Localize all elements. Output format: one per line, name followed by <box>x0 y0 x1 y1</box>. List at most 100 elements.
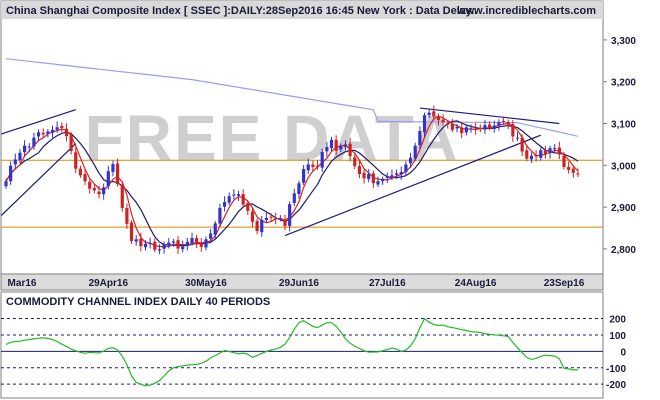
price-candle <box>260 220 264 233</box>
price-candle <box>357 166 361 175</box>
price-candle <box>9 165 13 182</box>
price-candle <box>469 128 473 130</box>
price-candle <box>129 222 134 241</box>
price-candle <box>157 249 162 251</box>
price-candle <box>162 244 166 249</box>
cci-y-tick-label: -100 <box>606 364 626 375</box>
price-candle <box>50 129 55 133</box>
price-y-tick-label: 3,200 <box>611 78 636 89</box>
price-candle <box>241 194 245 205</box>
price-candle <box>432 111 436 117</box>
price-candle <box>274 218 278 220</box>
price-candle <box>325 146 329 152</box>
price-candle <box>567 166 571 170</box>
price-candle <box>455 126 459 129</box>
price-y-tick-label: 3,100 <box>611 120 636 131</box>
price-candle <box>576 173 580 175</box>
price-candle <box>222 202 227 207</box>
price-candle <box>116 163 120 185</box>
price-candle <box>181 246 185 250</box>
price-candle <box>562 155 566 167</box>
price-candle <box>408 157 413 164</box>
price-candle <box>376 181 380 185</box>
price-candle <box>102 187 106 195</box>
price-candle <box>418 131 422 146</box>
cci-title: COMMODITY CHANNEL INDEX DAILY 40 PERIODS <box>6 296 270 308</box>
price-candle <box>320 151 324 168</box>
price-candle <box>297 183 301 194</box>
price-candle <box>306 164 310 171</box>
date-tick-label: Mar16 <box>8 278 37 289</box>
price-candle <box>497 122 501 126</box>
price-candle <box>78 168 82 176</box>
ma-fast-line <box>5 115 579 248</box>
moving-averages <box>5 58 579 248</box>
price-candle <box>427 112 431 116</box>
cci-panel-frame <box>0 291 604 399</box>
price-candle <box>339 146 343 150</box>
price-candle <box>27 146 31 148</box>
trend-line <box>419 107 560 125</box>
price-candle <box>278 218 282 220</box>
price-candle <box>209 233 213 239</box>
price-reference-lines <box>1 159 603 228</box>
price-candle <box>148 243 152 245</box>
price-y-tick-label: 3,300 <box>611 36 636 47</box>
price-candle <box>464 127 468 133</box>
price-candle <box>311 164 315 167</box>
date-tick-label: 29Apr16 <box>89 278 129 289</box>
cci-series <box>5 317 578 387</box>
price-candle <box>483 125 487 130</box>
price-candle <box>236 194 241 196</box>
price-candle <box>553 148 557 150</box>
date-tick-label: 30May16 <box>185 278 227 289</box>
cci-y-axis: 200 100 0 -100 -200 <box>606 315 626 392</box>
price-candle <box>185 241 189 246</box>
price-candle <box>348 143 352 157</box>
price-candle <box>543 150 547 155</box>
price-candle <box>488 124 492 128</box>
cci-y-tick-label: 100 <box>609 331 626 342</box>
price-candle <box>64 128 69 137</box>
price-candle <box>120 185 124 208</box>
price-candle <box>557 147 561 155</box>
price-candle <box>283 219 287 226</box>
price-candle <box>60 126 64 129</box>
date-axis: Mar16 29Apr16 30May16 29Jun16 27Jul16 24Aug16… <box>8 278 585 289</box>
price-candle <box>111 164 115 172</box>
price-candle <box>371 173 375 184</box>
price-candle <box>88 181 92 189</box>
price-candle <box>539 150 543 158</box>
price-candle <box>143 243 148 248</box>
price-candle <box>167 242 171 246</box>
price-candle <box>515 137 520 139</box>
price-candle <box>399 172 403 175</box>
price-candle <box>446 123 450 125</box>
price-candle <box>227 196 231 203</box>
price-candle <box>302 169 306 183</box>
price-candle <box>32 137 36 147</box>
cci-y-tick-label: 0 <box>620 347 626 358</box>
site-link[interactable]: www.incrediblecharts.com <box>456 5 596 17</box>
price-candle <box>525 150 529 159</box>
date-tick-label: 27Jul16 <box>369 278 406 289</box>
date-axis-bar <box>0 273 604 291</box>
price-candle <box>329 139 334 149</box>
price-candle <box>478 128 482 130</box>
watermark-text: FREE DATA <box>85 102 460 174</box>
date-tick-label: 24Aug16 <box>455 278 497 289</box>
title-bar <box>1 1 603 19</box>
price-candle <box>395 173 399 175</box>
price-candle <box>529 155 534 160</box>
price-candle <box>520 137 524 152</box>
price-candle <box>511 124 515 137</box>
price-candle <box>255 221 259 231</box>
price-candle <box>97 191 101 195</box>
price-candle <box>385 176 389 178</box>
price-candle <box>441 119 445 123</box>
cci-line <box>5 317 578 387</box>
price-candle <box>13 159 17 165</box>
trend-line <box>1 109 76 135</box>
price-candle <box>343 144 348 147</box>
